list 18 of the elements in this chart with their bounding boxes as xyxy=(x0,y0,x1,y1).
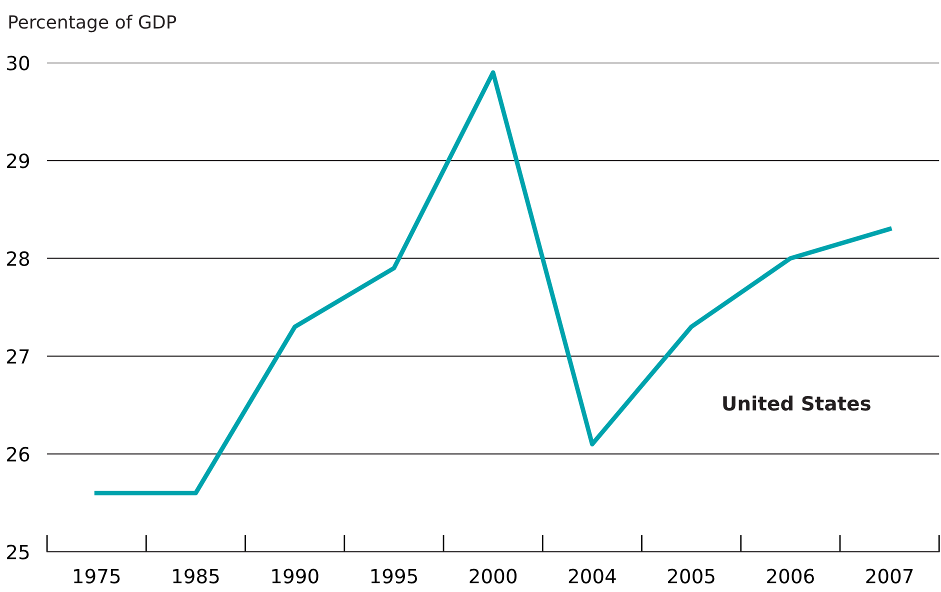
y-tick-label: 28 xyxy=(7,251,30,266)
line-series xyxy=(94,70,892,496)
y-tick-label: 26 xyxy=(7,446,30,462)
x-tick-label: 1985 xyxy=(173,568,219,584)
x-tick-label: 2005 xyxy=(668,568,714,584)
x-tick-label: 1975 xyxy=(74,568,120,584)
y-tick-label: 30 xyxy=(7,56,30,70)
text: United States xyxy=(723,396,870,411)
y-tick-label: 27 xyxy=(7,349,29,364)
x-tick-label: 2004 xyxy=(568,568,616,584)
y-tick-label: 25 xyxy=(7,544,29,560)
x-tick-label: 2006 xyxy=(767,568,814,584)
x-tick-label: 1995 xyxy=(371,568,418,584)
x-tick-label: 1990 xyxy=(272,568,318,584)
y-axis-title: Percentage of GDP xyxy=(9,14,176,32)
x-tick-label: 2000 xyxy=(470,568,517,584)
y-tick-label: 29 xyxy=(7,154,30,168)
x-tick-label: 2007 xyxy=(866,568,913,584)
